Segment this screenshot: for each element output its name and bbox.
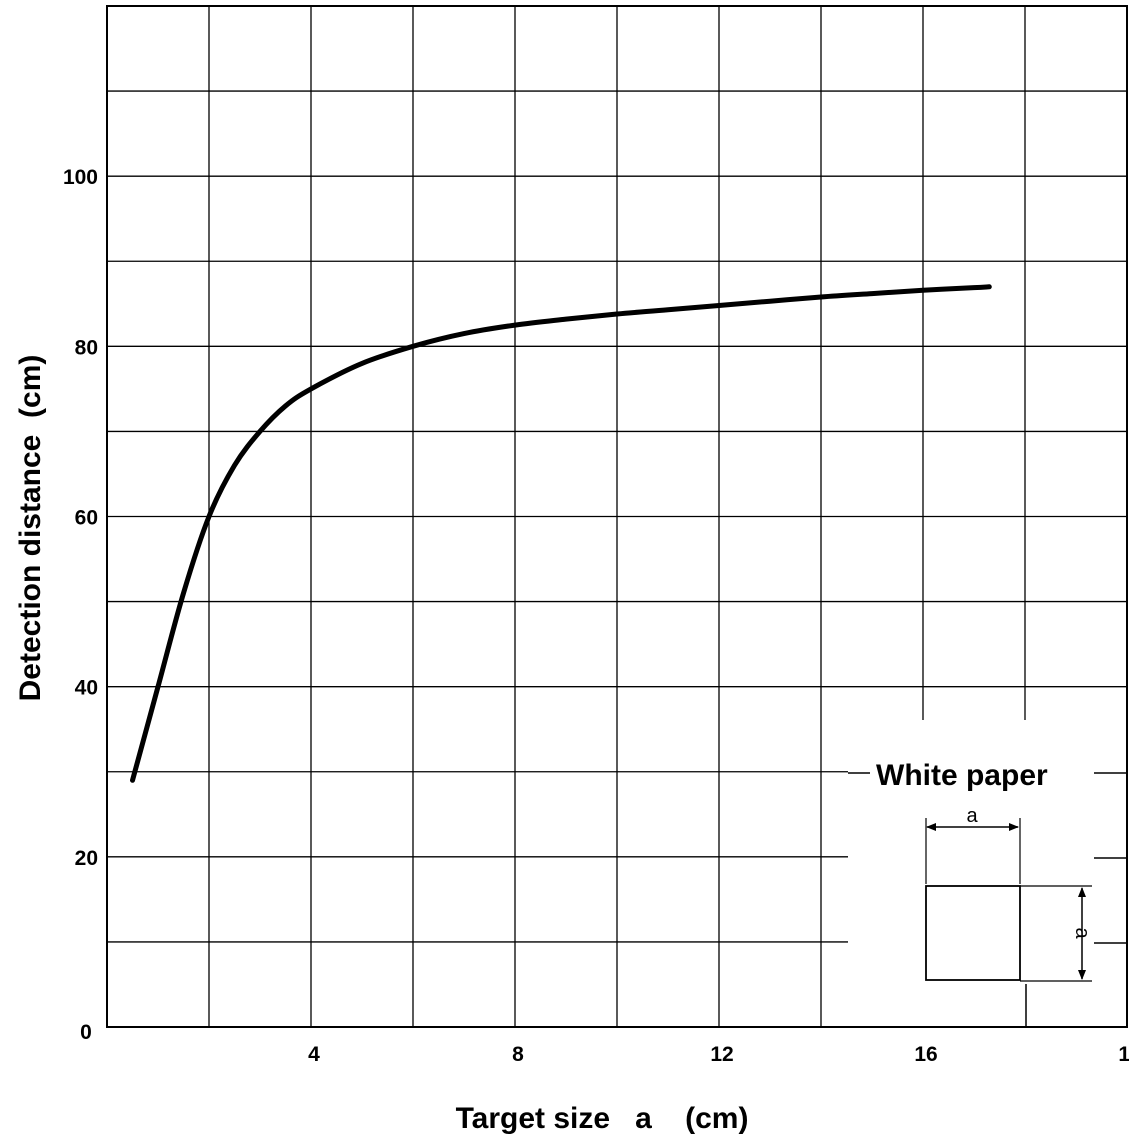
x-tick-label: 18 (1118, 1043, 1129, 1066)
tick-labels: 4 8 12 16 18 20 40 60 80 100 0 (63, 166, 1129, 1066)
y-tick-label: 80 (75, 336, 98, 359)
plot-frame (106, 5, 1128, 1028)
x-tick-label: 12 (710, 1043, 733, 1066)
y-tick-label: 60 (75, 507, 98, 530)
x-axis-title: Target size a (cm) (456, 1102, 749, 1135)
height-label: a (1071, 927, 1093, 939)
y-axis-title: Detection distance (cm) (14, 355, 47, 702)
y-tick-label: 20 (75, 847, 98, 870)
x-tick-label: 16 (914, 1043, 937, 1066)
y-tick-label: 100 (63, 166, 98, 189)
y-tick-label: 40 (75, 677, 98, 700)
x-tick-label: 8 (512, 1043, 524, 1066)
series (130, 284, 992, 783)
x-tick-label: 4 (308, 1043, 320, 1066)
width-label: a (966, 805, 978, 827)
white-paper-inset: White paper a a (848, 720, 1127, 1027)
paper-square (925, 885, 1021, 981)
grid (107, 6, 1127, 1027)
detection-distance-curve (130, 284, 992, 783)
inset-title: White paper (876, 759, 1048, 792)
origin-tick-label: 0 (80, 1021, 92, 1044)
